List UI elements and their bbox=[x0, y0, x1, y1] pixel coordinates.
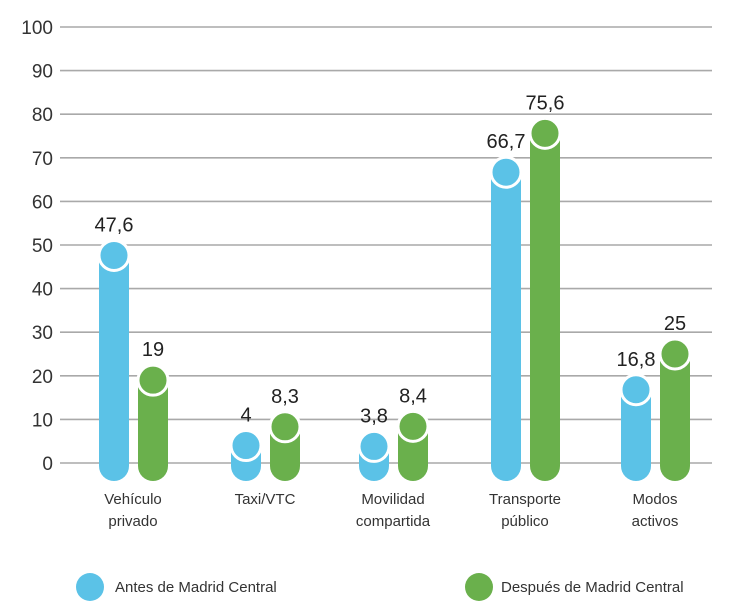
bars bbox=[97, 116, 692, 482]
grid: 0 10 20 30 40 50 60 70 80 90 100 bbox=[21, 18, 712, 475]
category-label-line: público bbox=[501, 513, 549, 530]
legend-label-despues: Después de Madrid Central bbox=[501, 579, 684, 596]
data-label: 25 bbox=[664, 313, 686, 335]
y-tick-label: 10 bbox=[32, 410, 53, 431]
bar bbox=[99, 255, 129, 481]
data-labels: 47,6 19 4 8,3 3,8 8,4 66,775,6 16,8 25 bbox=[95, 92, 687, 427]
bar-cap bbox=[357, 429, 391, 463]
bar-cap bbox=[489, 155, 523, 189]
category-label: Vehículo privado bbox=[104, 491, 162, 530]
legend-label-antes: Antes de Madrid Central bbox=[115, 579, 277, 596]
category-label-line: Vehículo bbox=[104, 491, 162, 508]
data-label: 75,6 bbox=[526, 92, 565, 114]
category-label-line: activos bbox=[632, 513, 679, 530]
y-tick-label: 90 bbox=[32, 62, 53, 83]
y-tick-label: 20 bbox=[32, 367, 53, 388]
category-label-line: Movilidad bbox=[361, 491, 424, 508]
bar bbox=[660, 354, 690, 481]
data-label: 3,8 bbox=[360, 405, 388, 427]
data-label: 19 bbox=[142, 339, 164, 361]
category-label-line: Transporte bbox=[489, 491, 561, 508]
y-tick-label: 100 bbox=[21, 18, 53, 39]
bar-cap bbox=[528, 116, 562, 150]
bar-cap bbox=[396, 409, 430, 443]
data-label: 16,8 bbox=[617, 349, 656, 371]
legend-marker-despues bbox=[465, 573, 493, 601]
data-label: 8,4 bbox=[399, 385, 427, 407]
bar-cap bbox=[619, 373, 653, 407]
data-label: 4 bbox=[240, 405, 251, 427]
bar bbox=[138, 380, 168, 481]
bar-cap bbox=[136, 363, 170, 397]
y-tick-label: 80 bbox=[32, 105, 53, 126]
legend: Antes de Madrid Central Después de Madri… bbox=[76, 573, 684, 601]
bar bbox=[621, 389, 651, 481]
bar bbox=[491, 172, 521, 482]
category-label: Modos activos bbox=[632, 491, 679, 530]
category-label-line: compartida bbox=[356, 513, 431, 530]
y-tick-label: 40 bbox=[32, 280, 53, 301]
bar-cap bbox=[268, 410, 302, 444]
data-label: 66,7 bbox=[487, 131, 526, 153]
bar-cap bbox=[658, 337, 692, 371]
category-label-line: Modos bbox=[632, 491, 677, 508]
y-tick-label: 0 bbox=[42, 454, 53, 475]
y-tick-label: 70 bbox=[32, 149, 53, 170]
data-label: 47,6 bbox=[95, 214, 134, 236]
legend-marker-antes bbox=[76, 573, 104, 601]
y-tick-label: 50 bbox=[32, 236, 53, 257]
category-labels: Vehículo privado Taxi/VTC Movilidad comparti… bbox=[104, 491, 678, 530]
category-label-line: Taxi/VTC bbox=[235, 491, 296, 508]
y-tick-label: 60 bbox=[32, 192, 53, 213]
category-label: Taxi/VTC bbox=[235, 491, 296, 508]
data-label: 8,3 bbox=[271, 386, 299, 408]
category-label-line: privado bbox=[108, 513, 157, 530]
y-tick-label: 30 bbox=[32, 323, 53, 344]
bar-cap bbox=[229, 429, 263, 463]
category-label: Movilidad compartida bbox=[356, 491, 431, 530]
bar-cap bbox=[97, 238, 131, 272]
category-label: Transporte público bbox=[489, 491, 561, 530]
bar bbox=[530, 133, 560, 481]
